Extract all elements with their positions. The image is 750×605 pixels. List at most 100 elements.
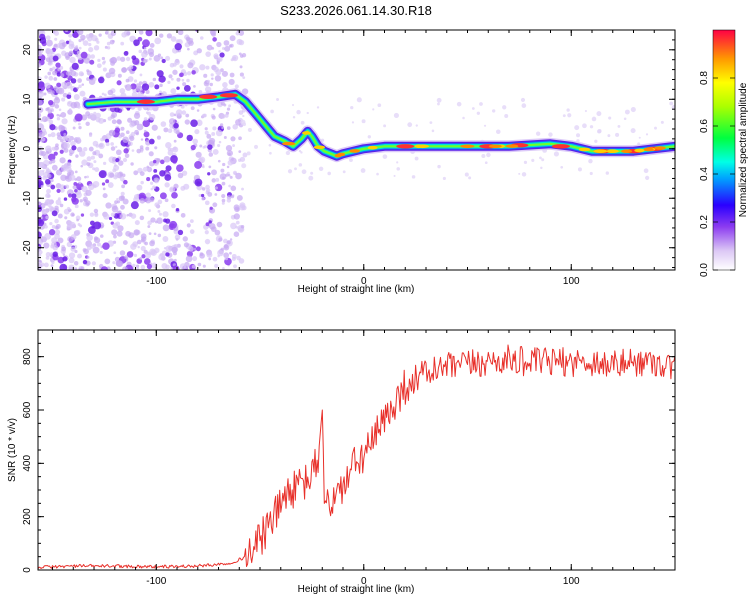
- frequency-tick-label: 20: [22, 44, 33, 56]
- noise-speckle: [181, 78, 185, 82]
- noise-speckle: [40, 185, 44, 188]
- noise-speckle: [143, 117, 148, 121]
- noise-speckle: [38, 161, 44, 169]
- noise-speckle: [51, 146, 56, 151]
- noise-speckle: [130, 131, 136, 137]
- noise-speckle: [38, 157, 41, 162]
- noise-speckle: [153, 55, 161, 62]
- noise-speckle: [79, 90, 86, 97]
- noise-speckle: [531, 158, 535, 162]
- noise-speckle: [136, 123, 144, 131]
- noise-speckle: [162, 236, 169, 242]
- snr-tick-label: 600: [22, 401, 33, 418]
- noise-speckle: [173, 146, 177, 151]
- noise-speckle: [174, 59, 180, 65]
- noise-speckle: [88, 42, 92, 47]
- noise-speckle: [211, 46, 215, 50]
- noise-speckle: [308, 175, 314, 181]
- noise-speckle: [133, 39, 140, 46]
- noise-speckle: [214, 75, 222, 82]
- x-tick-label-top: 100: [563, 276, 580, 287]
- noise-speckle: [136, 85, 143, 92]
- noise-speckle: [40, 150, 47, 157]
- noise-speckle: [148, 51, 155, 58]
- noise-speckle: [74, 189, 78, 193]
- noise-speckle: [504, 114, 509, 119]
- noise-speckle: [159, 33, 164, 38]
- noise-speckle: [39, 33, 46, 40]
- noise-speckle: [139, 73, 143, 77]
- noise-speckle: [148, 232, 152, 236]
- noise-speckle: [222, 267, 225, 270]
- noise-speckle: [235, 119, 242, 126]
- frequency-tick-label: -20: [22, 240, 33, 255]
- noise-speckle: [492, 109, 496, 113]
- noise-speckle: [57, 68, 60, 72]
- noise-speckle: [77, 253, 82, 259]
- noise-speckle: [128, 65, 134, 70]
- noise-speckle: [57, 87, 65, 95]
- noise-speckle: [149, 240, 155, 247]
- noise-speckle: [638, 136, 641, 139]
- noise-speckle: [120, 56, 126, 62]
- noise-speckle: [218, 50, 221, 53]
- noise-speckle: [160, 159, 165, 165]
- noise-speckle: [64, 216, 68, 220]
- noise-speckle: [43, 242, 50, 249]
- noise-speckle: [200, 193, 205, 198]
- noise-speckle: [539, 156, 542, 160]
- noise-speckle: [110, 142, 114, 146]
- noise-speckle: [211, 178, 216, 183]
- noise-speckle: [327, 171, 332, 176]
- noise-speckle: [76, 136, 81, 141]
- noise-speckle: [130, 83, 137, 90]
- noise-speckle: [157, 199, 163, 205]
- noise-speckle: [124, 255, 129, 260]
- noise-speckle: [151, 124, 158, 131]
- noise-speckle: [607, 134, 611, 138]
- noise-speckle: [191, 70, 196, 75]
- noise-speckle: [130, 213, 137, 219]
- noise-speckle: [521, 103, 527, 108]
- noise-speckle: [119, 88, 126, 94]
- noise-speckle: [382, 154, 388, 159]
- noise-speckle: [71, 62, 79, 70]
- noise-speckle: [560, 165, 564, 169]
- noise-speckle: [110, 30, 117, 37]
- noise-speckle: [535, 131, 541, 136]
- noise-speckle: [55, 62, 61, 68]
- noise-speckle: [660, 120, 664, 124]
- noise-speckle: [136, 184, 143, 191]
- noise-speckle: [159, 83, 163, 88]
- noise-speckle: [44, 82, 51, 89]
- noise-speckle: [70, 246, 76, 252]
- noise-speckle: [219, 123, 224, 127]
- noise-speckle: [52, 55, 59, 62]
- noise-speckle: [102, 242, 110, 250]
- noise-speckle: [153, 168, 158, 173]
- noise-speckle: [81, 83, 85, 86]
- noise-speckle: [207, 191, 213, 197]
- noise-speckle: [50, 132, 56, 138]
- noise-speckle: [123, 51, 129, 56]
- ridge-highlight: [578, 147, 591, 152]
- top-x-axis-label: Height of straight line (km): [298, 284, 415, 295]
- noise-speckle: [117, 73, 122, 78]
- noise-speckle: [63, 197, 68, 201]
- noise-speckle: [162, 224, 170, 232]
- noise-speckle: [229, 238, 233, 241]
- ridge-highlight: [654, 146, 666, 150]
- frequency-tick-label: -10: [22, 191, 33, 206]
- noise-speckle: [186, 250, 193, 257]
- noise-speckle: [119, 213, 127, 220]
- noise-speckle: [79, 150, 86, 157]
- x-tick-label-bottom: 100: [563, 576, 580, 587]
- noise-speckle: [91, 261, 96, 266]
- noise-speckle: [117, 160, 124, 166]
- noise-speckle: [126, 213, 129, 217]
- noise-speckle: [134, 220, 140, 226]
- noise-speckle: [589, 125, 594, 129]
- noise-speckle: [83, 248, 89, 255]
- noise-speckle: [223, 40, 230, 46]
